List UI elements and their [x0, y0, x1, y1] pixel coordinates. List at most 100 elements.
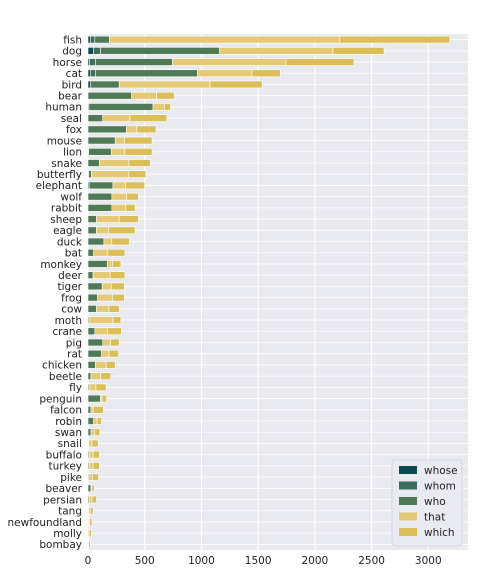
bar-segment-whom-horse	[89, 58, 96, 66]
y-tick-label: lion	[63, 147, 82, 159]
bar-segment-which-butterfly	[128, 170, 147, 178]
y-tick-label: pike	[60, 472, 82, 484]
x-tick-label: 2000	[301, 555, 328, 567]
bar-segment-which-lion	[124, 148, 153, 156]
bar-segment-whose-cat	[87, 69, 91, 78]
bar-segment-who-penguin	[87, 394, 101, 403]
bar-segment-which-cat	[251, 69, 281, 78]
bar-segment-that-pike	[88, 473, 93, 481]
bar-segment-who-eagle	[87, 226, 97, 235]
bar-segment-which-penguin	[101, 394, 108, 403]
y-tick-label: human	[45, 102, 82, 114]
bar-segment-which-pig	[110, 338, 120, 347]
y-tick-label: snail	[58, 438, 82, 450]
bar-segment-that-wolf	[111, 192, 127, 201]
y-tick-label: fly	[69, 382, 82, 394]
y-tick-label: beetle	[49, 371, 82, 383]
y-tick-label: tang	[58, 506, 82, 518]
y-tick-label: bird	[62, 79, 82, 91]
y-tick-label: fox	[66, 124, 82, 136]
bar-segment-that-mouse	[114, 136, 125, 145]
bar-segment-which-dog	[332, 47, 385, 55]
y-tick-label: seal	[61, 113, 82, 125]
bar-segment-which-wolf	[126, 192, 139, 201]
bar-segment-which-frog	[112, 293, 125, 302]
y-tick-label: sheep	[50, 214, 82, 226]
bar-segment-which-tang	[89, 506, 94, 515]
legend-label-who: who	[424, 496, 446, 508]
y-tick-label: swan	[55, 427, 82, 439]
y-tick-label: turkey	[49, 461, 82, 473]
bar-segment-who-beaver	[87, 484, 92, 493]
y-tick-label: butterfly	[37, 169, 82, 181]
bar-segment-who-human	[88, 103, 154, 111]
bar-segment-which-fish	[339, 35, 451, 44]
bar-segment-that-sheep	[96, 215, 120, 223]
bar-segment-which-fox	[136, 125, 157, 134]
y-tick-label: beaver	[45, 483, 82, 495]
bar-segment-who-bear	[87, 91, 132, 100]
bar-segment-who-sheep	[87, 215, 97, 223]
bar-segment-who-frog	[87, 293, 98, 302]
y-tick-label: newfoundland	[8, 517, 82, 529]
legend: whose whom who that which	[391, 459, 463, 547]
bar-segment-which-beetle	[100, 372, 111, 380]
bar-segment-who-pig	[87, 338, 104, 347]
bar-segment-which-rat	[108, 349, 119, 358]
bar-segment-that-rabbit	[111, 204, 126, 212]
bar-segment-which-molly	[88, 529, 92, 537]
bar-segment-that-elephant	[112, 181, 126, 190]
y-tick-label: molly	[53, 528, 82, 540]
bar-segment-that-bird	[118, 80, 211, 89]
bar-segment-which-human	[164, 103, 171, 111]
bar-segment-which-buffalo	[92, 450, 100, 459]
bar-segment-which-eagle	[108, 226, 136, 235]
bar-segment-that-human	[152, 103, 165, 111]
bar-segment-who-duck	[87, 237, 105, 246]
bars-layer	[87, 35, 451, 549]
bar-segment-that-buffalo	[88, 450, 94, 459]
bar-segment-who-fox	[87, 125, 127, 134]
x-tick-label: 1000	[188, 555, 215, 567]
bar-segment-that-cat	[197, 69, 253, 78]
bar-segment-who-bat	[87, 248, 94, 257]
bar-segment-which-sheep	[118, 215, 139, 223]
bar-segment-whom-cat	[89, 69, 96, 78]
y-tick-label: tiger	[58, 281, 83, 293]
bar-segment-which-bear	[156, 91, 175, 100]
legend-swatch-which	[399, 528, 417, 536]
bar-segment-who-beetle	[87, 372, 92, 380]
bar-segment-that-turkey	[88, 462, 94, 470]
bar-segment-who-chicken	[87, 361, 96, 369]
bar-segment-who-rabbit	[87, 204, 113, 212]
bar-segment-which-turkey	[92, 462, 100, 470]
bar-segment-who-butterfly	[88, 170, 92, 178]
bar-segment-that-crane	[94, 327, 108, 336]
y-tick-label: cow	[61, 304, 82, 316]
y-tick-label: moth	[55, 315, 82, 327]
y-tick-label: robin	[55, 416, 82, 428]
legend-label-which: which	[424, 527, 455, 539]
bar-segment-who-mouse	[87, 136, 116, 145]
bar-segment-which-seal	[129, 114, 168, 122]
bar-segment-whose-bird	[87, 80, 91, 89]
bar-segment-that-snail	[88, 439, 93, 448]
legend-swatch-who	[399, 497, 417, 505]
x-tick-label: 0	[85, 555, 92, 567]
bar-segment-who-elephant	[88, 181, 114, 190]
bar-segment-whose-fish	[87, 35, 91, 44]
bar-segment-who-dog	[100, 47, 220, 55]
y-tick-label: rabbit	[51, 203, 82, 215]
bar-segment-which-elephant	[125, 181, 146, 190]
y-tick-label: eagle	[53, 225, 82, 237]
bar-segment-that-tiger	[101, 282, 112, 291]
y-tick-label: bat	[65, 248, 82, 260]
bar-segment-which-duck	[111, 237, 130, 246]
bar-segment-who-horse	[95, 58, 173, 66]
y-tick-label: dog	[62, 46, 82, 58]
bar-segment-that-eagle	[96, 226, 109, 235]
bar-segment-which-chicken	[105, 361, 116, 369]
y-tick-label: duck	[57, 236, 83, 248]
x-tick-label: 2500	[358, 555, 385, 567]
bar-segment-who-lion	[88, 148, 112, 156]
